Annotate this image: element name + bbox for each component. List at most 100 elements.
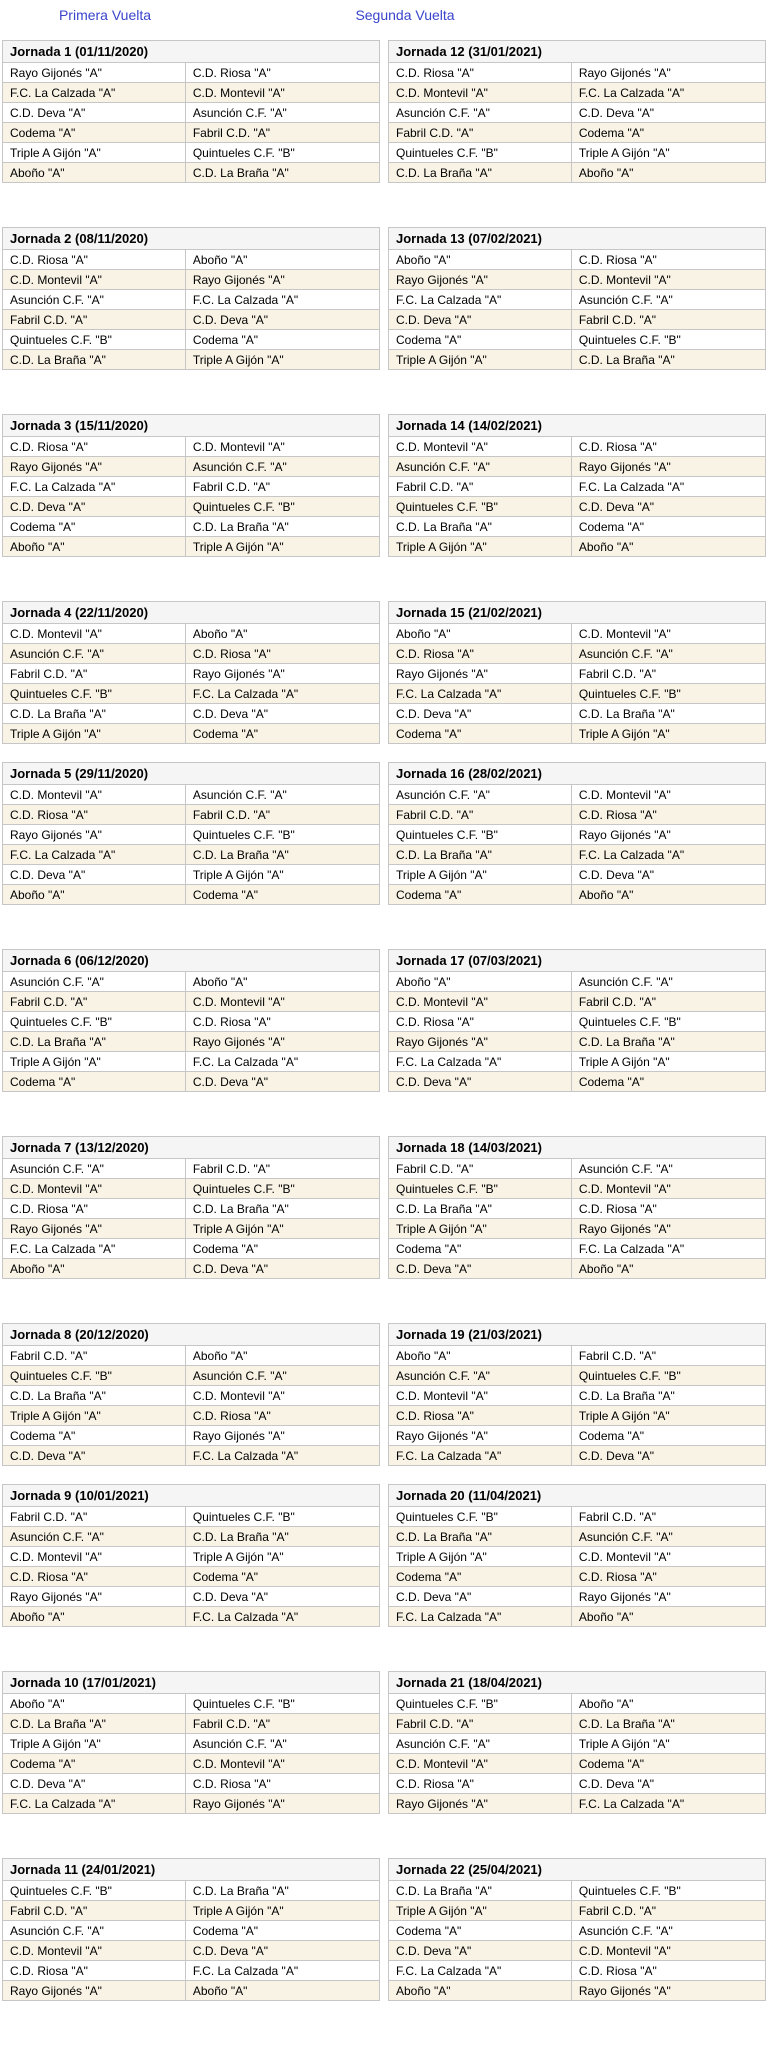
home-team-cell: Asunción C.F. "A" [2,643,186,664]
match-row: Codema "A" Rayo Gijonés "A" [2,1425,381,1446]
jornada-table: Jornada 6 (06/12/2020) Asunción C.F. "A"… [2,949,381,1092]
match-row: Triple A Gijón "A" Codema "A" [2,723,381,744]
home-team-cell: Aboño "A" [2,536,186,557]
jornada-table: Jornada 15 (21/02/2021) Aboño "A" C.D. Mo… [388,601,767,744]
match-row: C.D. Riosa "A" Fabril C.D. "A" [2,804,381,825]
away-team-cell: Rayo Gijonés "A" [184,269,381,290]
jornada-header: Jornada 14 (14/02/2021) [388,414,766,437]
away-team-cell: C.D. La Braña "A" [570,1031,767,1052]
match-row: C.D. La Braña "A" Aboño "A" [388,162,767,183]
match-row: Triple A Gijón "A" Quintueles C.F. "B" [2,142,381,163]
home-team-cell: Rayo Gijonés "A" [388,269,572,290]
away-team-cell: Fabril C.D. "A" [184,1713,381,1734]
home-team-cell: C.D. Riosa "A" [2,249,186,270]
match-row: Codema "A" Fabril C.D. "A" [2,122,381,143]
match-row: C.D. La Braña "A" C.D. Deva "A" [2,703,381,724]
away-team-cell: C.D. La Braña "A" [570,349,767,370]
away-team-cell: C.D. Montevil "A" [570,784,767,805]
home-team-cell: Asunción C.F. "A" [388,102,572,123]
home-team-cell: Rayo Gijonés "A" [2,1218,186,1239]
match-row: C.D. La Braña "A" Codema "A" [388,516,767,537]
home-team-cell: F.C. La Calzada "A" [2,476,186,497]
away-team-cell: F.C. La Calzada "A" [184,289,381,310]
jornada-header-row: Jornada 20 (11/04/2021) [388,1484,766,1507]
home-team-cell: Codema "A" [388,329,572,350]
match-row: C.D. La Braña "A" F.C. La Calzada "A" [388,844,767,865]
home-team-cell: Quintueles C.F. "B" [388,1178,572,1199]
away-team-cell: Fabril C.D. "A" [184,1158,381,1179]
match-row: C.D. Montevil "A" C.D. Deva "A" [2,1940,381,1961]
away-team-cell: Codema "A" [570,122,767,143]
match-row: C.D. Deva "A" Codema "A" [388,1071,767,1092]
jornada-header-row: Jornada 12 (31/01/2021) [388,40,766,63]
match-row: Triple A Gijón "A" Asunción C.F. "A" [2,1733,381,1754]
match-row: C.D. Montevil "A" C.D. La Braña "A" [388,1385,767,1406]
home-team-cell: F.C. La Calzada "A" [388,1606,572,1627]
home-team-cell: Quintueles C.F. "B" [388,1506,572,1527]
home-team-cell: Triple A Gijón "A" [388,864,572,885]
match-row: C.D. La Braña "A" C.D. Montevil "A" [2,1385,381,1406]
match-row: Codema "A" Triple A Gijón "A" [388,723,767,744]
away-team-cell: C.D. Deva "A" [184,703,381,724]
home-team-cell: Triple A Gijón "A" [388,536,572,557]
away-team-cell: Rayo Gijonés "A" [184,1793,381,1814]
match-row: C.D. Deva "A" C.D. La Braña "A" [388,703,767,724]
away-team-cell: F.C. La Calzada "A" [570,82,767,103]
jornada-table: Jornada 17 (07/03/2021) Aboño "A" Asunció… [388,949,767,1092]
match-row: Codema "A" Quintueles C.F. "B" [388,329,767,350]
away-team-cell: Quintueles C.F. "B" [570,1880,767,1901]
home-team-cell: C.D. Riosa "A" [388,643,572,664]
jornada-table: Jornada 13 (07/02/2021) Aboño "A" C.D. Ri… [388,227,767,370]
away-team-cell: Quintueles C.F. "B" [570,683,767,704]
home-team-cell: Quintueles C.F. "B" [388,824,572,845]
jornada-header: Jornada 18 (14/03/2021) [388,1136,766,1159]
home-team-cell: C.D. Deva "A" [2,864,186,885]
match-row: C.D. Riosa "A" C.D. Deva "A" [388,1773,767,1794]
home-team-cell: Fabril C.D. "A" [388,1713,572,1734]
jornada-header-row: Jornada 13 (07/02/2021) [388,227,766,250]
home-team-cell: Rayo Gijonés "A" [2,456,186,477]
home-team-cell: Asunción C.F. "A" [2,289,186,310]
home-team-cell: Rayo Gijonés "A" [2,824,186,845]
away-team-cell: Quintueles C.F. "B" [184,142,381,163]
away-team-cell: C.D. Riosa "A" [184,62,381,83]
home-team-cell: C.D. Montevil "A" [2,1546,186,1567]
away-team-cell: C.D. Deva "A" [570,1773,767,1794]
away-team-cell: Rayo Gijonés "A" [570,1218,767,1239]
away-team-cell: C.D. Riosa "A" [570,1960,767,1981]
away-team-cell: Aboño "A" [570,884,767,905]
jornada-table: Jornada 19 (21/03/2021) Aboño "A" Fabril … [388,1323,767,1466]
match-row: C.D. La Braña "A" C.D. Riosa "A" [388,1198,767,1219]
home-team-cell: Asunción C.F. "A" [388,1365,572,1386]
away-team-cell: C.D. Montevil "A" [570,623,767,644]
away-team-cell: Aboño "A" [570,1606,767,1627]
home-team-cell: C.D. La Braña "A" [2,1385,186,1406]
away-team-cell: Quintueles C.F. "B" [184,1506,381,1527]
away-team-cell: Aboño "A" [184,971,381,992]
away-team-cell: C.D. La Braña "A" [184,1526,381,1547]
home-team-cell: C.D. La Braña "A" [388,162,572,183]
home-team-cell: Rayo Gijonés "A" [2,1586,186,1607]
away-team-cell: Asunción C.F. "A" [184,784,381,805]
match-row: F.C. La Calzada "A" Aboño "A" [388,1606,767,1627]
away-team-cell: F.C. La Calzada "A" [570,1238,767,1259]
away-team-cell: Codema "A" [184,884,381,905]
away-team-cell: Codema "A" [570,1071,767,1092]
match-row: C.D. Montevil "A" Codema "A" [388,1753,767,1774]
match-row: C.D. Riosa "A" C.D. Montevil "A" [2,436,381,457]
home-team-cell: C.D. Deva "A" [388,1071,572,1092]
away-team-cell: Aboño "A" [570,1693,767,1714]
home-team-cell: C.D. Riosa "A" [388,1011,572,1032]
match-row: Fabril C.D. "A" Codema "A" [388,122,767,143]
jornada-header: Jornada 9 (10/01/2021) [2,1484,380,1507]
home-team-cell: C.D. Deva "A" [2,1445,186,1466]
jornada-header-row: Jornada 21 (18/04/2021) [388,1671,766,1694]
match-row: Triple A Gijón "A" Fabril C.D. "A" [388,1900,767,1921]
away-team-cell: Asunción C.F. "A" [184,102,381,123]
home-team-cell: Quintueles C.F. "B" [2,1011,186,1032]
match-row: Aboño "A" Triple A Gijón "A" [2,536,381,557]
away-team-cell: C.D. Montevil "A" [570,1178,767,1199]
home-team-cell: Fabril C.D. "A" [2,663,186,684]
match-row: F.C. La Calzada "A" Triple A Gijón "A" [388,1051,767,1072]
jornada-header: Jornada 21 (18/04/2021) [388,1671,766,1694]
